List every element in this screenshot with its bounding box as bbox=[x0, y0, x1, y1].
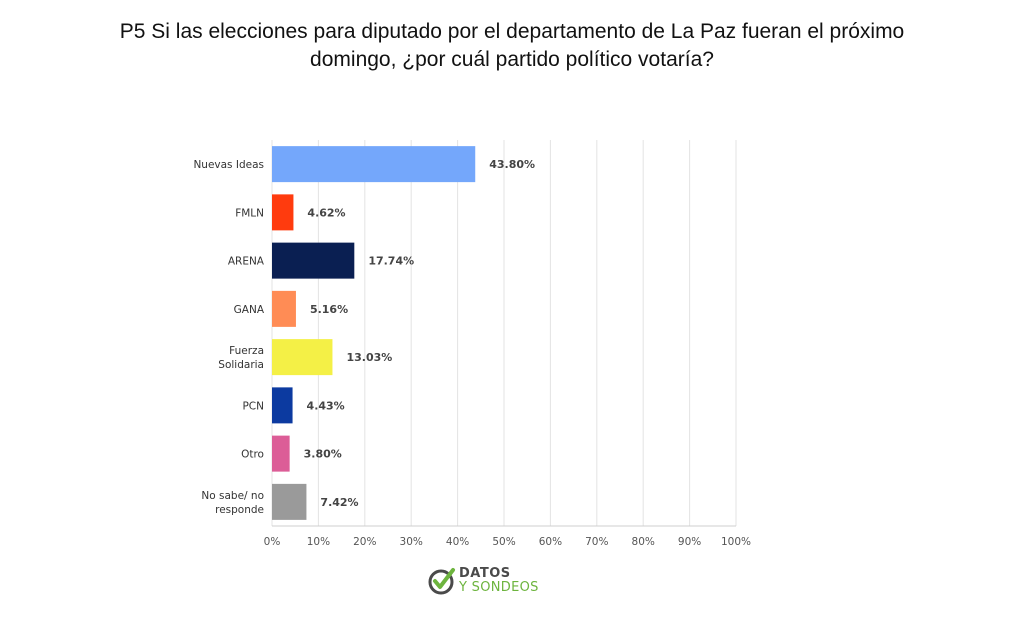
datos-y-sondeos-logo: DATOS Y SONDEOS bbox=[428, 564, 568, 600]
chart-title-line-2: domingo, ¿por cuál partido político vota… bbox=[310, 48, 714, 71]
value-label-3: 5.16% bbox=[310, 303, 348, 316]
bar-1 bbox=[272, 194, 294, 231]
x-tick-label-1: 10% bbox=[307, 536, 330, 548]
value-label-7: 7.42% bbox=[320, 496, 358, 509]
category-label-4: Fuerza Solidaria bbox=[218, 345, 264, 371]
bar-7 bbox=[272, 483, 307, 520]
x-tick-label-6: 60% bbox=[539, 536, 562, 548]
logo-text-datos: DATOS bbox=[459, 566, 511, 581]
value-label-0: 43.80% bbox=[489, 158, 535, 171]
category-label-6: Otro bbox=[241, 449, 264, 461]
x-tick-label-2: 20% bbox=[353, 536, 376, 548]
x-tick-label-4: 40% bbox=[446, 536, 469, 548]
category-label-0: Nuevas Ideas bbox=[193, 159, 264, 171]
category-label-3: GANA bbox=[234, 304, 265, 316]
category-label-7: No sabe/ no responde bbox=[201, 490, 264, 516]
x-tick-label-7: 70% bbox=[585, 536, 608, 548]
value-label-6: 3.80% bbox=[304, 448, 342, 461]
value-label-5: 4.43% bbox=[307, 399, 345, 412]
x-tick-label-3: 30% bbox=[400, 536, 423, 548]
bar-4 bbox=[272, 339, 333, 376]
value-label-1: 4.62% bbox=[307, 206, 345, 219]
category-label-2: ARENA bbox=[228, 256, 265, 268]
bar-6 bbox=[272, 435, 290, 472]
x-tick-label-0: 0% bbox=[264, 536, 281, 548]
bar-5 bbox=[272, 387, 293, 424]
chart-title-line-1: P5 Si las elecciones para diputado por e… bbox=[119, 20, 905, 43]
x-tick-label-8: 80% bbox=[632, 536, 655, 548]
x-tick-label-9: 90% bbox=[678, 536, 701, 548]
bar-2 bbox=[272, 242, 355, 279]
check-circle-icon bbox=[428, 568, 455, 595]
bar-0 bbox=[272, 146, 476, 183]
bar-3 bbox=[272, 290, 296, 327]
value-label-4: 13.03% bbox=[346, 351, 392, 364]
chart-title: P5 Si las elecciones para diputado por e… bbox=[0, 18, 1024, 74]
category-label-5: PCN bbox=[242, 400, 264, 412]
category-label-1: FMLN bbox=[235, 207, 264, 219]
logo-text-sondeos: Y SONDEOS bbox=[459, 580, 539, 595]
x-tick-label-5: 50% bbox=[492, 536, 515, 548]
value-label-2: 17.74% bbox=[368, 255, 414, 268]
x-tick-label-10: 100% bbox=[721, 536, 751, 548]
